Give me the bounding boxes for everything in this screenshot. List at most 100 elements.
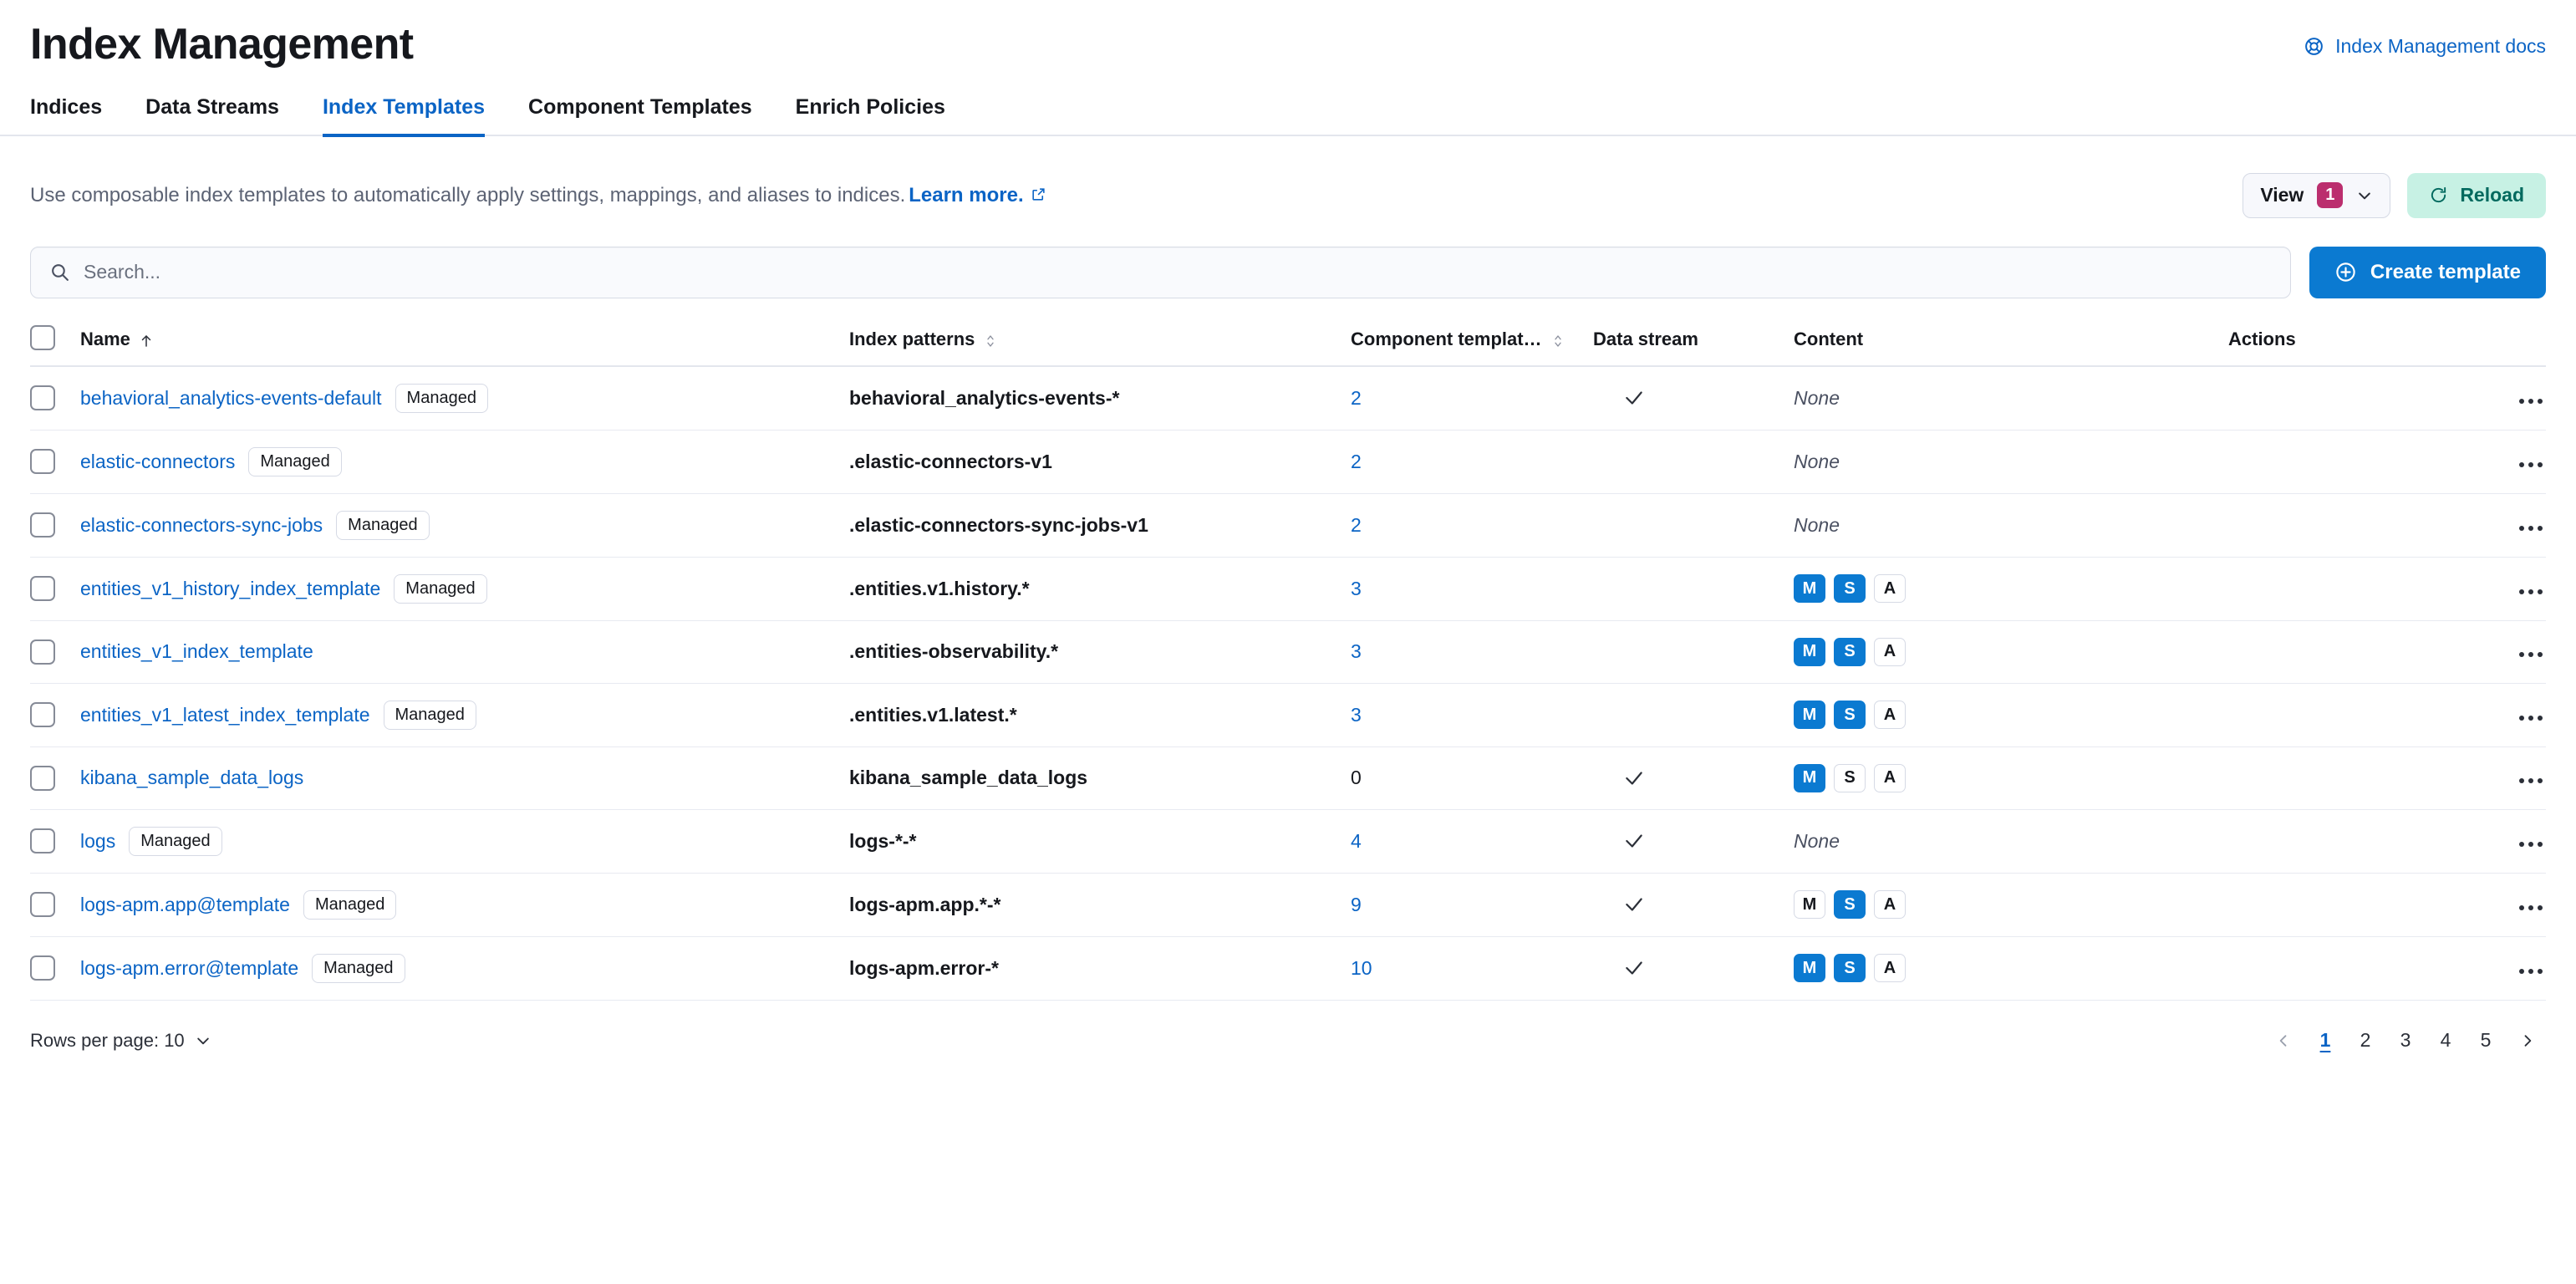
component-templates-count[interactable]: 3 — [1351, 577, 1362, 599]
row-actions-menu-icon[interactable] — [2516, 392, 2546, 410]
index-management-docs-link[interactable]: Index Management docs — [2304, 35, 2546, 58]
managed-badge: Managed — [248, 446, 342, 476]
template-name-link[interactable]: behavioral_analytics-events-default — [80, 386, 382, 409]
pagination-next-button[interactable] — [2509, 1022, 2546, 1059]
create-template-button[interactable]: Create template — [2309, 246, 2546, 298]
row-select-checkbox[interactable] — [30, 765, 55, 791]
sort-both-icon — [983, 332, 998, 347]
row-select-checkbox[interactable] — [30, 702, 55, 728]
pagination-page-5[interactable]: 5 — [2480, 1029, 2492, 1052]
view-filter-button[interactable]: View 1 — [2243, 172, 2391, 218]
row-actions-menu-icon[interactable] — [2516, 835, 2546, 853]
template-name-link[interactable]: entities_v1_history_index_template — [80, 577, 381, 599]
column-header-name-label: Name — [80, 328, 130, 349]
component-templates-cell: 3 — [1351, 557, 1593, 621]
data-stream-cell — [1593, 873, 1794, 937]
managed-badge: Managed — [303, 889, 397, 920]
row-select-checkbox[interactable] — [30, 385, 55, 411]
table-row: elastic-connectors Managed .elastic-connec… — [30, 430, 2546, 494]
component-templates-count[interactable]: 2 — [1351, 386, 1362, 409]
row-select-checkbox[interactable] — [30, 576, 55, 602]
search-box[interactable] — [30, 246, 2291, 298]
row-actions-menu-icon[interactable] — [2516, 583, 2546, 601]
tab-indices[interactable]: Indices — [30, 94, 103, 119]
component-templates-count[interactable]: 2 — [1351, 513, 1362, 536]
row-actions-menu-icon[interactable] — [2516, 899, 2546, 917]
component-templates-count[interactable]: 3 — [1351, 703, 1362, 726]
pagination: 1 2 3 4 5 — [2265, 1022, 2546, 1059]
row-select-cell — [30, 936, 80, 1001]
row-select-checkbox[interactable] — [30, 512, 55, 538]
table-body: behavioral_analytics-events-default Manag… — [30, 365, 2546, 1001]
template-name-link[interactable]: elastic-connectors — [80, 450, 236, 472]
name-cell: entities_v1_latest_index_template Managed — [80, 683, 849, 747]
template-name-link[interactable]: elastic-connectors-sync-jobs — [80, 513, 323, 536]
name-cell: elastic-connectors-sync-jobs Managed — [80, 493, 849, 558]
pagination-page-2[interactable]: 2 — [2360, 1029, 2371, 1052]
component-templates-cell: 0 — [1351, 746, 1593, 810]
row-actions-menu-icon[interactable] — [2516, 519, 2546, 538]
index-pattern-value: logs-apm.error-* — [849, 956, 999, 979]
content-badge-a: A — [1874, 701, 1906, 730]
component-templates-count[interactable]: 10 — [1351, 956, 1372, 979]
name-cell: logs-apm.app@template Managed — [80, 873, 849, 937]
tab-enrich-policies[interactable]: Enrich Policies — [795, 94, 945, 119]
row-select-cell — [30, 493, 80, 558]
template-name-link[interactable]: kibana_sample_data_logs — [80, 767, 304, 789]
index-pattern-cell: logs-apm.error-* — [849, 936, 1351, 1001]
reload-button[interactable]: Reload — [2407, 172, 2546, 218]
template-name-link[interactable]: entities_v1_index_template — [80, 640, 313, 663]
rows-per-page-selector[interactable]: Rows per page: 10 — [30, 1030, 211, 1052]
template-name-link[interactable]: entities_v1_latest_index_template — [80, 703, 370, 726]
column-header-name[interactable]: Name — [80, 324, 849, 367]
content-cell: None — [1794, 365, 2228, 431]
index-pattern-value: logs-apm.app.*-* — [849, 893, 1001, 915]
pagination-page-1[interactable]: 1 — [2319, 1029, 2331, 1052]
row-select-checkbox[interactable] — [30, 828, 55, 854]
column-header-component-templates[interactable]: Component templat… — [1351, 324, 1593, 367]
column-header-index-patterns[interactable]: Index patterns — [849, 324, 1351, 367]
row-actions-menu-icon[interactable] — [2516, 709, 2546, 727]
template-name-link[interactable]: logs-apm.error@template — [80, 956, 299, 979]
component-templates-count[interactable]: 9 — [1351, 893, 1362, 915]
row-select-checkbox[interactable] — [30, 955, 55, 981]
index-pattern-value: logs-*-* — [849, 829, 917, 852]
index-pattern-cell: .elastic-connectors-sync-jobs-v1 — [849, 493, 1351, 558]
row-actions-menu-icon[interactable] — [2516, 772, 2546, 790]
managed-badge: Managed — [312, 953, 405, 983]
row-select-checkbox[interactable] — [30, 892, 55, 918]
template-name-link[interactable]: logs-apm.app@template — [80, 893, 290, 915]
pagination-page-3[interactable]: 3 — [2400, 1029, 2411, 1052]
table-row: behavioral_analytics-events-default Manag… — [30, 365, 2546, 431]
external-link-icon — [1031, 182, 1046, 201]
data-stream-cell — [1593, 746, 1794, 810]
search-input[interactable] — [84, 261, 2272, 284]
tab-index-templates[interactable]: Index Templates — [322, 95, 486, 137]
page-title: Index Management — [30, 20, 414, 69]
select-all-checkbox[interactable] — [30, 324, 55, 350]
name-cell: behavioral_analytics-events-default Manag… — [80, 365, 849, 431]
index-pattern-value: .entities.v1.latest.* — [849, 703, 1017, 726]
component-templates-cell: 2 — [1351, 365, 1593, 431]
row-actions-menu-icon[interactable] — [2516, 645, 2546, 664]
index-pattern-value: kibana_sample_data_logs — [849, 767, 1088, 789]
component-templates-count[interactable]: 2 — [1351, 450, 1362, 472]
tab-data-streams[interactable]: Data Streams — [145, 94, 279, 119]
learn-more-link[interactable]: Learn more. — [909, 184, 1024, 206]
component-templates-count[interactable]: 3 — [1351, 640, 1362, 663]
pagination-page-4[interactable]: 4 — [2440, 1029, 2451, 1052]
row-select-cell — [30, 557, 80, 621]
row-select-checkbox[interactable] — [30, 449, 55, 475]
template-name-link[interactable]: logs — [80, 829, 116, 852]
component-templates-cell: 4 — [1351, 809, 1593, 874]
index-pattern-value: .entities.v1.history.* — [849, 577, 1030, 599]
tab-component-templates[interactable]: Component Templates — [528, 94, 752, 119]
pagination-prev-button[interactable] — [2265, 1022, 2302, 1059]
component-templates-count[interactable]: 4 — [1351, 829, 1362, 852]
index-pattern-cell: .entities-observability.* — [849, 620, 1351, 684]
content-badge-a: A — [1874, 890, 1906, 920]
row-select-checkbox[interactable] — [30, 639, 55, 665]
row-actions-menu-icon[interactable] — [2516, 456, 2546, 474]
index-pattern-cell: logs-apm.app.*-* — [849, 873, 1351, 937]
row-actions-menu-icon[interactable] — [2516, 962, 2546, 981]
